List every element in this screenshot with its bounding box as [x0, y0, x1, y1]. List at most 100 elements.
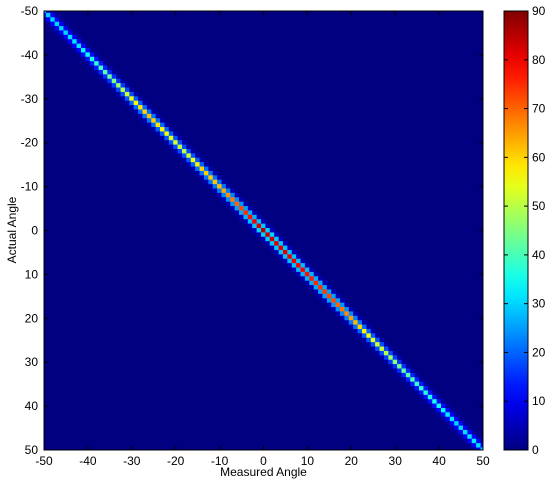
heatmap-cell	[265, 223, 271, 229]
heatmap-cell	[300, 263, 306, 269]
heatmap-cell	[252, 223, 258, 229]
heatmap-cell	[221, 192, 227, 198]
heatmap-cell	[225, 201, 231, 207]
heatmap-cell	[168, 140, 174, 146]
heatmap-cell	[405, 377, 411, 383]
heatmap-cell	[72, 48, 78, 54]
colorbar-ticks: 0 10 20 30 40 50 60 70 80 90	[504, 4, 546, 457]
heatmap-cell	[318, 276, 324, 282]
heatmap-cell	[344, 311, 350, 317]
colorbar-tick-label: 0	[532, 443, 539, 457]
heatmap-cell	[155, 113, 161, 119]
heatmap-cell	[261, 232, 266, 238]
heatmap-cell	[221, 184, 227, 190]
heatmap-cell	[419, 394, 425, 400]
heatmap-cell	[59, 17, 65, 23]
heatmap-cell	[76, 43, 82, 49]
heatmap-cell	[309, 276, 315, 282]
heatmap-cell	[326, 298, 332, 304]
heatmap-cell	[304, 263, 310, 269]
y-tick-label: 40	[25, 399, 39, 413]
heatmap-cell	[278, 254, 284, 260]
heatmap-cell	[138, 105, 144, 111]
heatmap-cell	[212, 184, 218, 190]
heatmap-cell	[383, 350, 389, 356]
heatmap-cell	[388, 346, 394, 352]
y-axis-ticks: -50 -40 -30 -20 -10 0 10 20 30 40 50	[21, 4, 483, 457]
heatmap-cell	[467, 443, 473, 449]
heatmap-cell	[427, 399, 433, 405]
heatmap-cell	[129, 87, 135, 93]
heatmap-cell	[348, 307, 354, 313]
heatmap-cell	[287, 249, 293, 255]
heatmap-cell	[366, 333, 372, 339]
heatmap-cell	[107, 83, 113, 89]
heatmap-cell	[361, 333, 367, 339]
heatmap-cell	[401, 359, 407, 365]
heatmap-cell	[50, 17, 56, 23]
heatmap-cell	[261, 236, 266, 242]
heatmap-cell	[54, 12, 60, 18]
heatmap-cell	[357, 328, 363, 334]
heatmap-cell	[230, 192, 236, 198]
heatmap-cell	[335, 311, 341, 317]
heatmap-cell	[177, 148, 183, 154]
heatmap-cell	[142, 118, 148, 124]
heatmap-cell	[252, 214, 258, 220]
heatmap-cell	[353, 315, 359, 321]
heatmap-cell	[107, 78, 113, 84]
heatmap-cell	[50, 12, 56, 18]
y-tick-label: 30	[25, 355, 39, 369]
heatmap-cell	[89, 56, 95, 62]
heatmap-cell	[195, 153, 201, 159]
heatmap-cell	[462, 434, 468, 440]
heatmap-cell	[173, 135, 179, 141]
heatmap-cell	[322, 293, 328, 299]
heatmap-cell	[203, 170, 209, 176]
heatmap-cell	[81, 43, 87, 49]
heatmap-cell	[278, 236, 284, 242]
heatmap-cell	[278, 241, 284, 247]
heatmap-cell	[230, 188, 236, 194]
heatmap-cell	[164, 131, 170, 137]
heatmap-cell	[151, 113, 157, 119]
heatmap-cell	[76, 48, 82, 54]
heatmap-cell	[98, 74, 104, 80]
heatmap-cell	[199, 162, 205, 168]
heatmap-cell	[234, 210, 240, 216]
heatmap-cell	[133, 109, 139, 115]
heatmap-cell	[164, 140, 170, 146]
heatmap-cell	[296, 267, 302, 273]
heatmap-cell	[146, 105, 152, 111]
heatmap-cell	[256, 219, 262, 225]
heatmap-cell	[269, 232, 275, 238]
x-tick-label: 0	[260, 454, 267, 468]
heatmap-cell	[274, 245, 280, 251]
heatmap-cell	[138, 109, 144, 115]
heatmap-cell	[445, 412, 451, 418]
heatmap-cell	[296, 271, 302, 277]
heatmap-cell	[370, 328, 376, 334]
heatmap-cell	[397, 359, 403, 365]
heatmap-cell	[239, 210, 245, 216]
heatmap-cell	[63, 30, 69, 36]
heatmap-cell	[247, 219, 253, 225]
y-tick-label: -30	[21, 92, 39, 106]
heatmap-cell	[138, 100, 144, 106]
heatmap-cell	[59, 30, 65, 36]
heatmap-cell	[458, 425, 464, 431]
heatmap-cell	[467, 434, 473, 440]
heatmap-cell	[230, 206, 236, 212]
heatmap-cell	[98, 56, 104, 62]
heatmap-cell	[454, 429, 460, 435]
heatmap-cell	[190, 162, 196, 168]
heatmap-cell	[45, 21, 51, 27]
y-tick-label: -40	[21, 48, 39, 62]
heatmap-cell	[94, 69, 100, 75]
heatmap-cell	[120, 78, 126, 84]
heatmap-cell	[225, 192, 231, 198]
heatmap-cell	[462, 421, 468, 427]
heatmap-cell	[247, 223, 253, 229]
heatmap-cell	[291, 258, 297, 264]
heatmap-cell	[309, 267, 315, 273]
